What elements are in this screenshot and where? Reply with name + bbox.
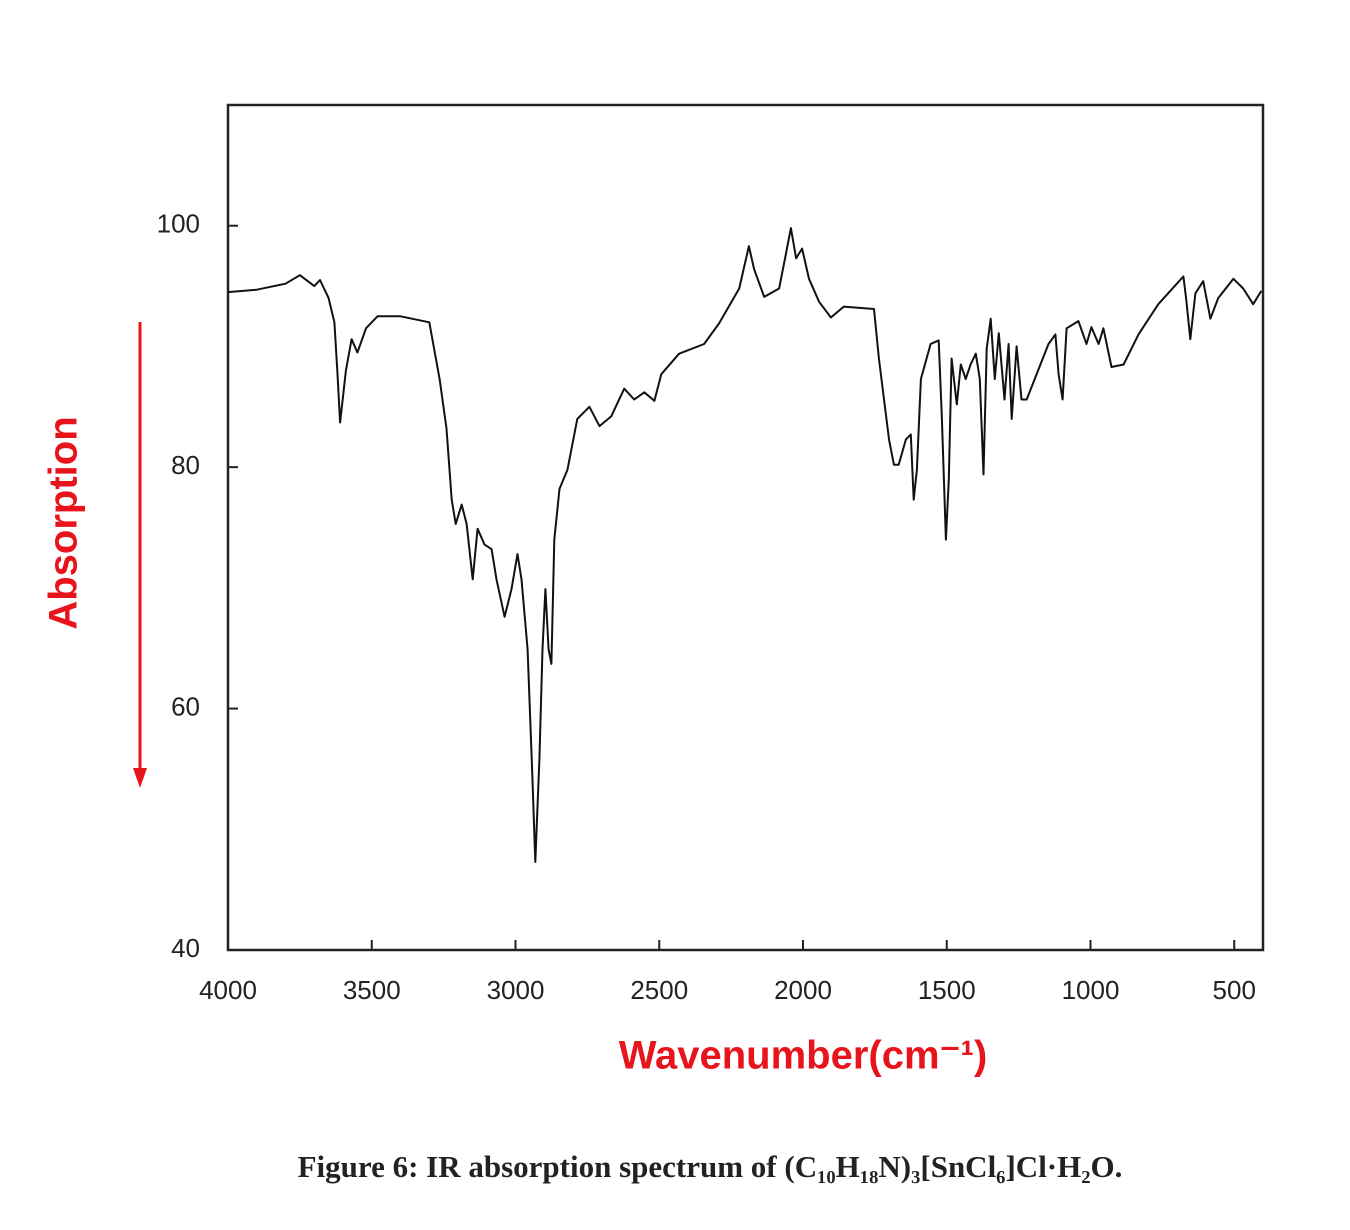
x-tick-label: 2000	[774, 975, 832, 1005]
y-tick-label: 40	[171, 933, 200, 963]
x-tick-label: 4000	[199, 975, 257, 1005]
y-tick-label: 80	[171, 450, 200, 480]
y-axis-label: Absorption	[42, 416, 86, 629]
y-tick-label: 60	[171, 691, 200, 721]
arrow-head	[133, 768, 147, 788]
spectrum-line	[227, 227, 1263, 863]
x-tick-label: 3500	[343, 975, 401, 1005]
y-tick-label: 100	[157, 209, 200, 239]
caption: Figure 6: IR absorption spectrum of (C₁₀…	[298, 1149, 1123, 1184]
x-tick-label: 1500	[918, 975, 976, 1005]
x-tick-label: 3000	[487, 975, 545, 1005]
plot-frame	[226, 103, 1265, 952]
x-tick-label: 500	[1213, 975, 1256, 1005]
x-tick-label: 2500	[630, 975, 688, 1005]
x-tick-label: 1000	[1062, 975, 1120, 1005]
x-axis-label: Wavenumber(cm⁻¹)	[619, 1034, 988, 1078]
